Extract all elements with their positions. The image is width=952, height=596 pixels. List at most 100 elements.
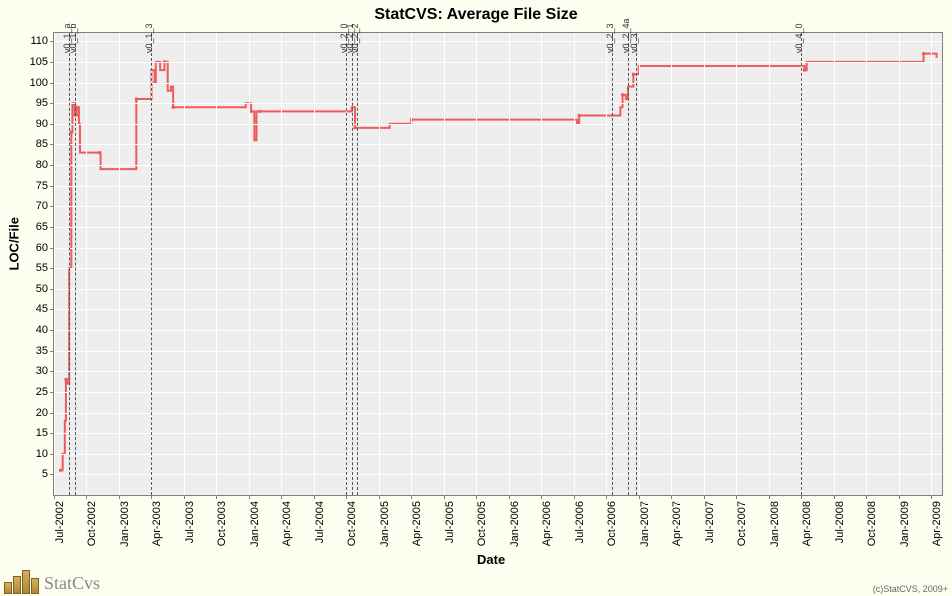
x-tick-mark [866,495,867,499]
grid-line-v [736,33,737,495]
y-tick-label: 105 [30,56,48,68]
grid-line-v [86,33,87,495]
footer-logo: StatCvs [4,570,100,594]
grid-line-v [704,33,705,495]
x-tick-label: Jul-2004 [314,501,326,543]
grid-line-h [54,330,942,331]
grid-line-v [606,33,607,495]
x-tick-label: Jan-2008 [769,501,781,547]
grid-line-h [54,413,942,414]
version-line [352,33,353,495]
y-tick-label: 75 [36,180,48,192]
version-line [69,33,70,495]
grid-line-h [54,474,942,475]
grid-line-v [931,33,932,495]
grid-line-h [54,289,942,290]
grid-line-h [54,454,942,455]
data-marker [172,106,175,109]
data-marker [64,378,67,381]
data-marker [70,131,73,134]
data-marker [632,73,635,76]
x-tick-mark [671,495,672,499]
grid-line-v [281,33,282,495]
x-tick-mark [86,495,87,499]
data-marker [803,69,806,72]
x-tick-mark [574,495,575,499]
data-marker [250,110,253,113]
x-tick-mark [476,495,477,499]
x-tick-mark [541,495,542,499]
grid-line-v [671,33,672,495]
data-marker [135,98,138,101]
x-tick-mark [736,495,737,499]
x-tick-label: Apr-2008 [801,501,813,546]
x-tick-mark [639,495,640,499]
y-tick-label: 40 [36,324,48,336]
y-tick-label: 90 [36,118,48,130]
x-tick-label: Oct-2006 [606,501,618,546]
y-tick-label: 30 [36,365,48,377]
x-tick-mark [834,495,835,499]
y-tick-label: 5 [42,468,48,480]
grid-line-v [541,33,542,495]
x-tick-mark [704,495,705,499]
x-tick-label: Oct-2008 [866,501,878,546]
y-tick-label: 60 [36,242,48,254]
version-line [612,33,613,495]
x-tick-label: Apr-2003 [151,501,163,546]
y-tick-label: 100 [30,77,48,89]
x-tick-label: Apr-2004 [281,501,293,546]
grid-line-h [54,433,942,434]
x-tick-mark [281,495,282,499]
x-tick-label: Oct-2005 [476,501,488,546]
version-line [75,33,76,495]
x-tick-label: Oct-2002 [86,501,98,546]
x-tick-label: Jul-2008 [834,501,846,543]
x-axis-title: Date [477,552,505,567]
x-tick-mark [379,495,380,499]
grid-line-h [54,227,942,228]
x-tick-mark [119,495,120,499]
data-marker [75,106,78,109]
grid-line-v [769,33,770,495]
y-tick-label: 110 [30,35,48,47]
version-label: v0_2_3 [605,23,615,53]
grid-line-h [54,124,942,125]
y-tick-label: 80 [36,159,48,171]
x-tick-mark [54,495,55,499]
y-tick-label: 20 [36,407,48,419]
x-tick-label: Oct-2007 [736,501,748,546]
grid-line-h [54,268,942,269]
x-tick-mark [931,495,932,499]
version-label: v0_2_2 [350,23,360,53]
version-line [346,33,347,495]
x-tick-label: Apr-2006 [541,501,553,546]
grid-line-v [119,33,120,495]
grid-line-v [54,33,55,495]
grid-line-v [639,33,640,495]
y-axis-title: LOC/File [7,255,22,271]
version-label: v0_1_3 [144,23,154,53]
footer-logo-text: StatCvs [44,573,100,594]
data-marker [258,110,261,113]
x-tick-mark [899,495,900,499]
data-marker [59,469,62,472]
x-tick-mark [411,495,412,499]
x-tick-mark [216,495,217,499]
x-tick-label: Jan-2004 [249,501,261,547]
data-marker [98,151,101,154]
grid-line-v [476,33,477,495]
x-tick-mark [769,495,770,499]
grid-line-h [54,165,942,166]
grid-line-h [54,186,942,187]
grid-line-v [184,33,185,495]
data-marker [354,126,357,129]
x-tick-mark [184,495,185,499]
version-label: v0_1_b [68,23,78,53]
grid-line-h [54,62,942,63]
y-tick-label: 35 [36,345,48,357]
version-label: v0_4_0 [794,23,804,53]
version-label: v0_3 [629,33,639,53]
grid-line-v [249,33,250,495]
y-tick-label: 50 [36,283,48,295]
